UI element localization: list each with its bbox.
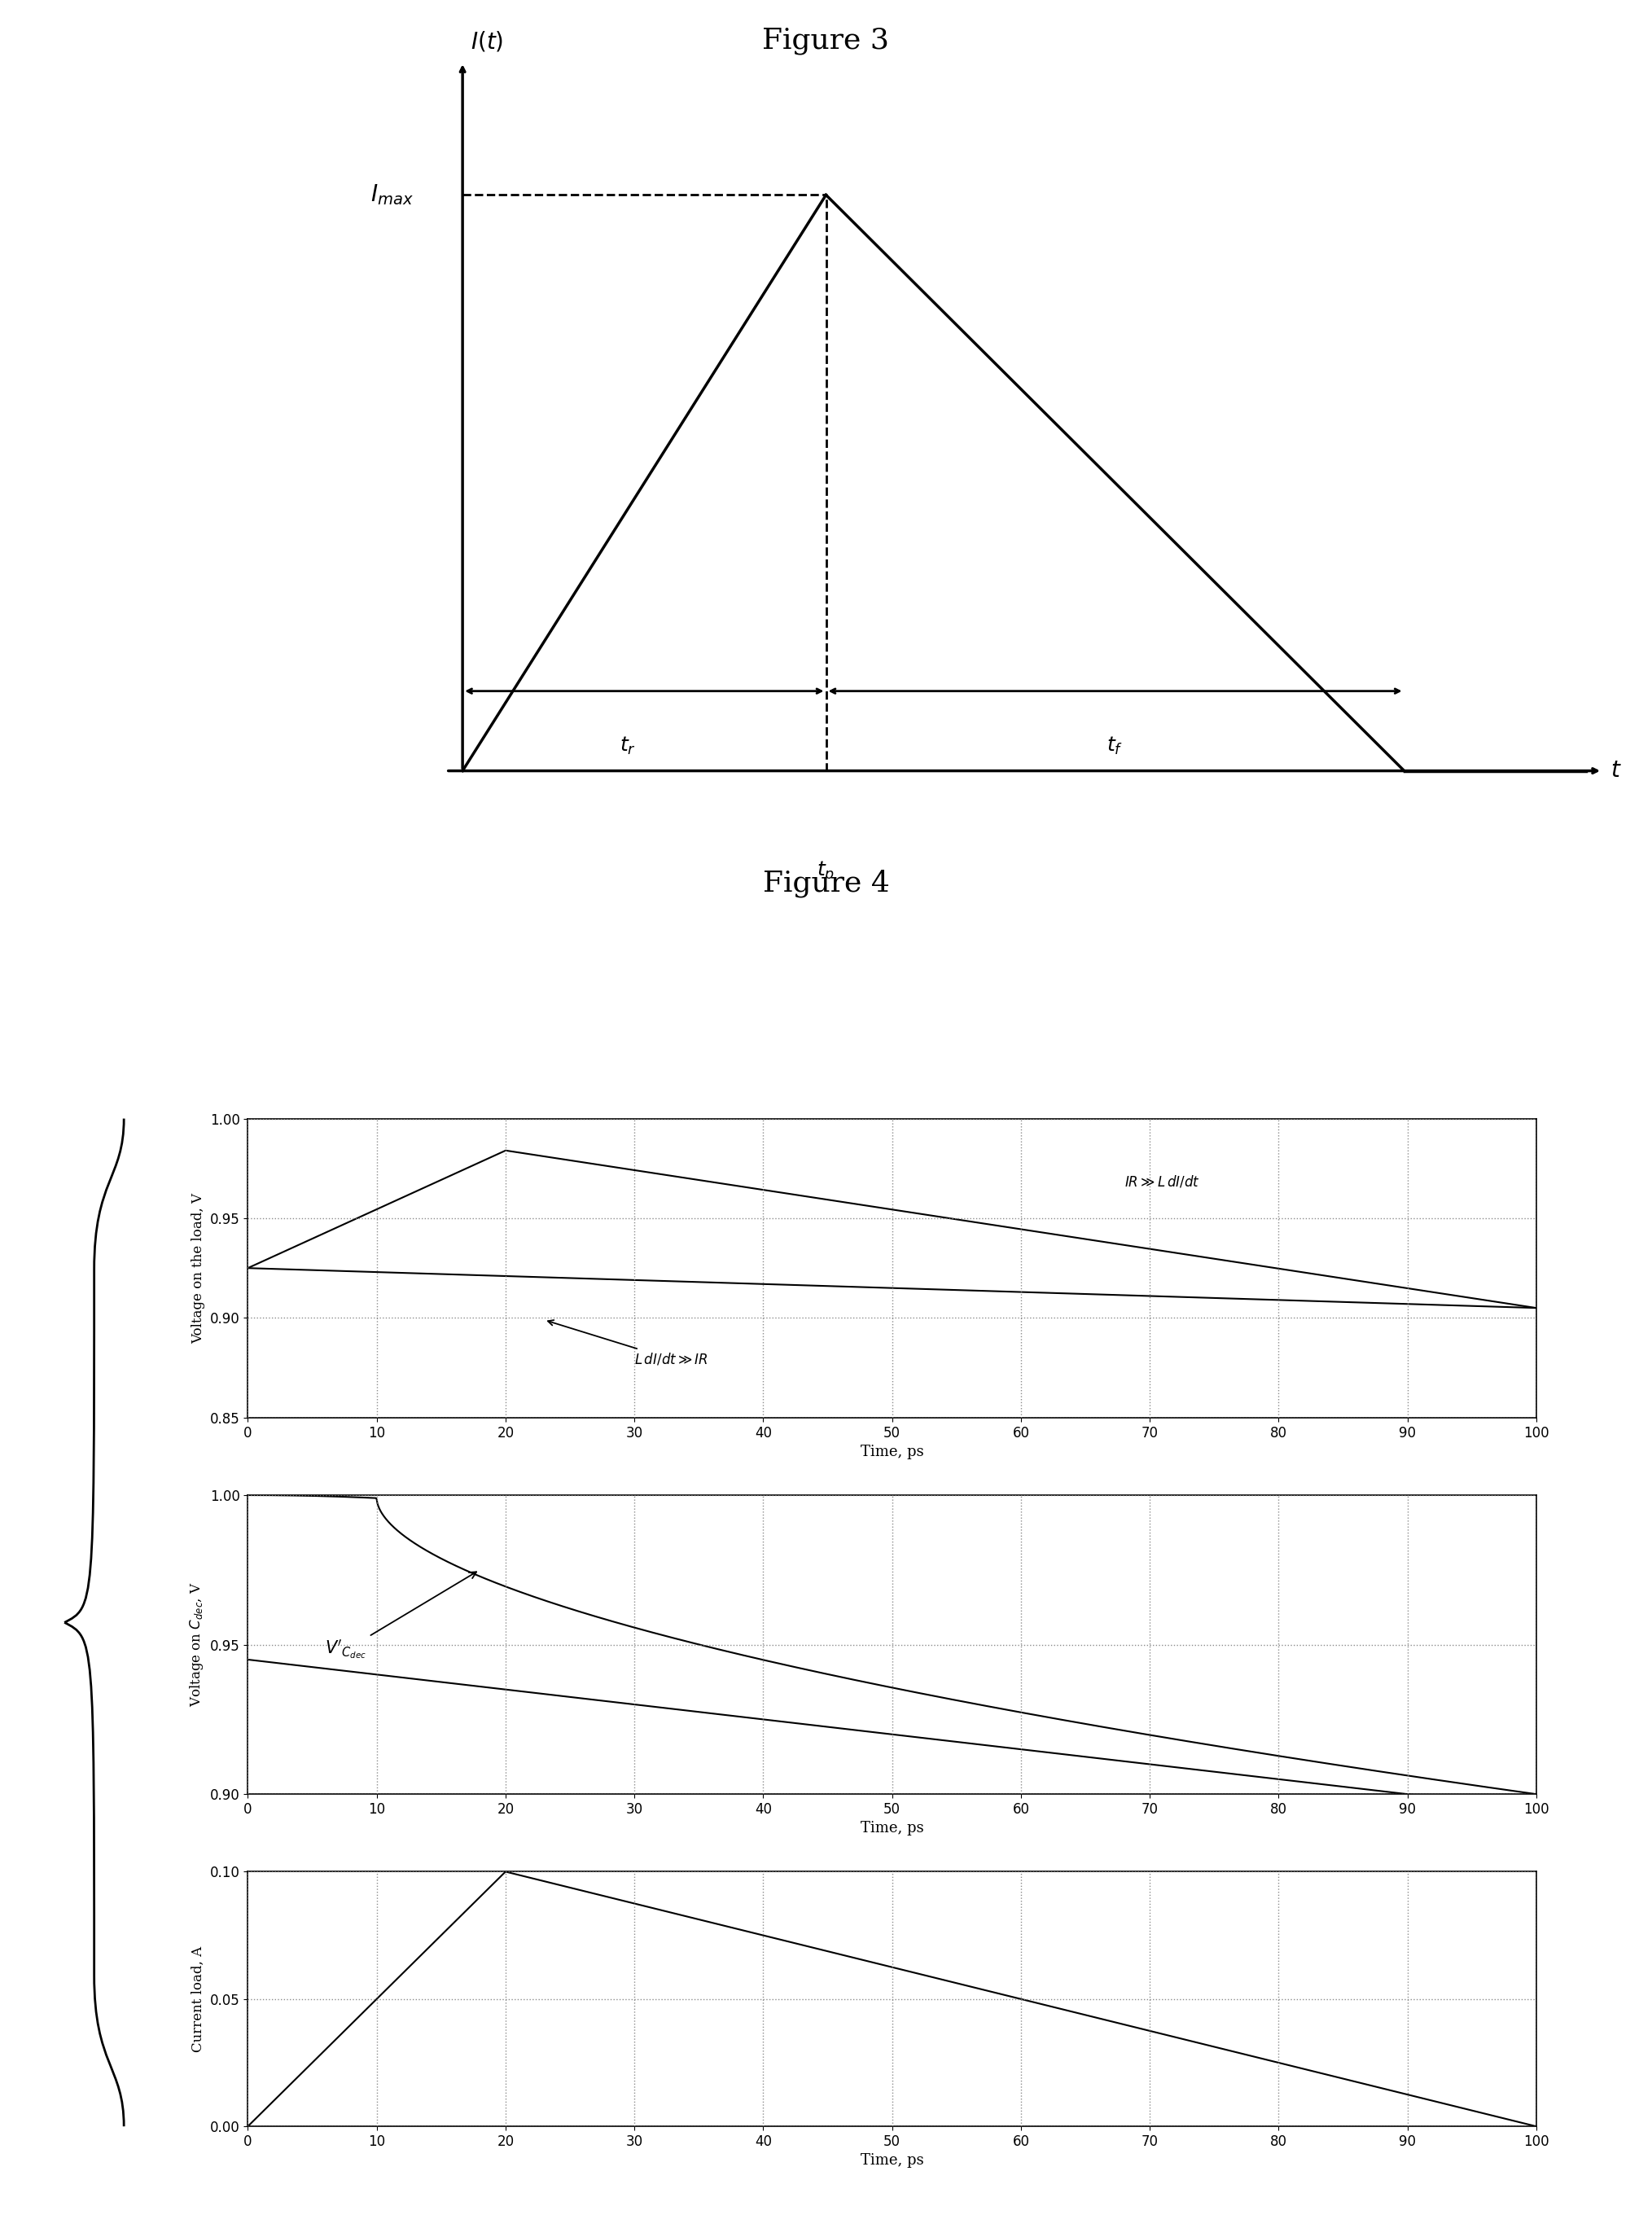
Text: $I_{max}$: $I_{max}$ [370, 184, 413, 206]
Text: $t$: $t$ [1611, 760, 1622, 782]
Text: $V'_{C_{dec}}$: $V'_{C_{dec}}$ [325, 1573, 476, 1661]
Text: $t_f$: $t_f$ [1107, 735, 1123, 758]
Y-axis label: Voltage on the load, V: Voltage on the load, V [192, 1192, 205, 1345]
Text: $t_r$: $t_r$ [620, 735, 636, 758]
Text: Figure 4: Figure 4 [763, 868, 889, 897]
X-axis label: Time, ps: Time, ps [861, 1444, 923, 1460]
X-axis label: Time, ps: Time, ps [861, 2153, 923, 2168]
Y-axis label: Current load, A: Current load, A [192, 1947, 205, 2051]
Text: $L\,dI/dt \gg IR$: $L\,dI/dt \gg IR$ [548, 1320, 709, 1367]
Text: $t_p$: $t_p$ [818, 859, 834, 884]
Y-axis label: Voltage on $C_{dec}$, V: Voltage on $C_{dec}$, V [188, 1582, 205, 1708]
Text: $IR \gg L\,dI/dt$: $IR \gg L\,dI/dt$ [1123, 1174, 1199, 1189]
Text: $I(t)$: $I(t)$ [471, 29, 504, 53]
X-axis label: Time, ps: Time, ps [861, 1821, 923, 1836]
Text: Figure 3: Figure 3 [763, 27, 889, 55]
